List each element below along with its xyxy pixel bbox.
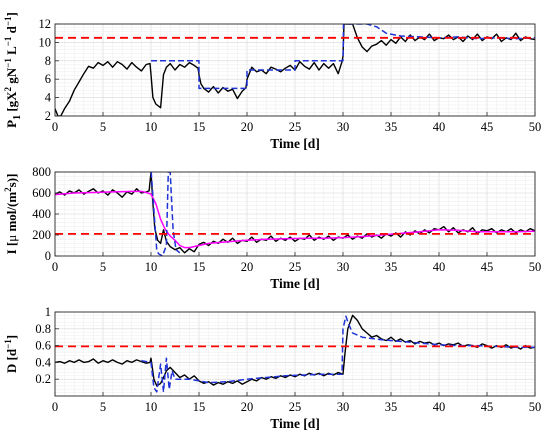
x-tick-label: 0 [52, 400, 58, 414]
x-tick-label: 35 [385, 120, 398, 134]
panel-p1-ylabel: P1 [gX2 gN−1 L−1 d−1] [3, 12, 23, 128]
panel-i-grid [54, 171, 536, 257]
panel-p1-ticks: 0 5 10 15 20 25 30 35 40 45 50 2 4 6 8 10 12 [39, 17, 542, 134]
i-ylabel-exp: 2 [3, 187, 13, 192]
panel-d-ylabel: D [d−1] [3, 335, 19, 373]
panel-i-series [55, 172, 535, 256]
x-tick-label: 25 [289, 120, 302, 134]
p1-ylabel-exp3: −1 [3, 36, 13, 46]
p1-ylabel-close: ] [4, 12, 19, 16]
d-ylabel-close: ] [4, 335, 19, 339]
y-tick-label: 0 [45, 249, 51, 263]
x-tick-label: 40 [433, 260, 446, 274]
i-ylabel-main: I [ [4, 242, 19, 255]
p1-ylabel-mid2: L [4, 46, 19, 58]
x-tick-label: 15 [193, 400, 206, 414]
d-ylabel-main: D [d [4, 348, 19, 373]
panel-d-grid [54, 311, 536, 397]
panel-p1-xlabel: Time [d] [270, 136, 320, 151]
d-ylabel-exp: −1 [3, 339, 13, 349]
x-tick-label: 5 [100, 260, 106, 274]
x-tick-label: 10 [145, 260, 158, 274]
p1-ylabel-sub: 1 [12, 115, 23, 120]
p1-ylabel-exp2: −1 [3, 58, 13, 68]
i-ylabel-mu: μ [4, 235, 19, 242]
x-tick-label: 25 [289, 400, 302, 414]
x-tick-label: 20 [241, 400, 254, 414]
x-tick-label: 50 [529, 260, 542, 274]
series-line [55, 190, 535, 249]
p1-ylabel-mid: gN [4, 67, 19, 87]
panel-i-ticks: 0 5 10 15 20 25 30 35 40 45 50 0 200 400 600 800 [32, 165, 541, 274]
p1-ylabel-main: P [4, 120, 19, 128]
y-tick-label: 0.2 [35, 372, 51, 386]
y-tick-label: 200 [32, 228, 51, 242]
x-tick-label: 15 [193, 120, 206, 134]
panel-i: 0 5 10 15 20 25 30 35 40 45 50 0 200 400 600 800 Time [… [3, 165, 541, 291]
series-line [55, 314, 535, 387]
y-tick-label: 0.4 [35, 355, 51, 369]
p1-ylabel-exp1: 2 [3, 86, 13, 91]
panel-d-series [55, 314, 535, 393]
panel-d: 0 5 10 15 20 25 30 35 40 45 50 0.2 0.4 0.6 0.8 1 Time [… [3, 305, 541, 431]
x-tick-label: 10 [145, 120, 158, 134]
x-tick-label: 0 [52, 120, 58, 134]
panel-d-xlabel: Time [d] [270, 416, 320, 431]
x-tick-label: 45 [481, 120, 494, 134]
x-tick-label: 40 [433, 400, 446, 414]
y-tick-label: 0.6 [35, 339, 51, 353]
x-tick-label: 50 [529, 120, 542, 134]
y-tick-label: 6 [45, 72, 51, 86]
y-tick-label: 10 [39, 35, 52, 49]
series-line [55, 24, 535, 116]
x-tick-label: 45 [481, 260, 494, 274]
p1-ylabel-mid3: d [4, 25, 19, 36]
y-tick-label: 12 [39, 17, 52, 31]
series-line [55, 172, 535, 254]
p1-ylabel-exp4: −1 [3, 16, 13, 26]
y-tick-label: 600 [32, 186, 51, 200]
y-tick-label: 8 [45, 54, 51, 68]
x-tick-label: 20 [241, 120, 254, 134]
x-tick-label: 15 [193, 260, 206, 274]
x-tick-label: 50 [529, 400, 542, 414]
panel-d-ticks: 0 5 10 15 20 25 30 35 40 45 50 0.2 0.4 0.6 0.8 1 [35, 305, 541, 414]
x-tick-label: 25 [289, 260, 302, 274]
y-tick-label: 4 [45, 91, 52, 105]
x-tick-label: 30 [337, 260, 350, 274]
x-tick-label: 20 [241, 260, 254, 274]
x-tick-label: 0 [52, 260, 58, 274]
i-ylabel-close: s)] [4, 174, 19, 188]
x-tick-label: 10 [145, 400, 158, 414]
x-tick-label: 30 [337, 400, 350, 414]
y-tick-label: 400 [32, 207, 51, 221]
panel-p1-series [55, 24, 535, 116]
x-tick-label: 5 [100, 120, 106, 134]
y-tick-label: 800 [32, 165, 51, 179]
x-tick-label: 30 [337, 120, 350, 134]
x-tick-label: 5 [100, 400, 106, 414]
panel-i-xlabel: Time [d] [270, 276, 320, 291]
panel-i-ylabel: I [μ mol/(m2s)] [3, 174, 19, 255]
x-tick-label: 45 [481, 400, 494, 414]
y-tick-label: 1 [45, 305, 51, 319]
y-tick-label: 2 [45, 109, 51, 123]
i-ylabel-rest: mol/(m [4, 192, 19, 235]
x-tick-label: 40 [433, 120, 446, 134]
p1-ylabel-unit-open: [gX [4, 91, 19, 115]
y-tick-label: 0.8 [35, 322, 51, 336]
x-tick-label: 35 [385, 260, 398, 274]
x-tick-label: 35 [385, 400, 398, 414]
series-line-dashed [141, 315, 535, 393]
series-line-dashed [150, 172, 181, 256]
